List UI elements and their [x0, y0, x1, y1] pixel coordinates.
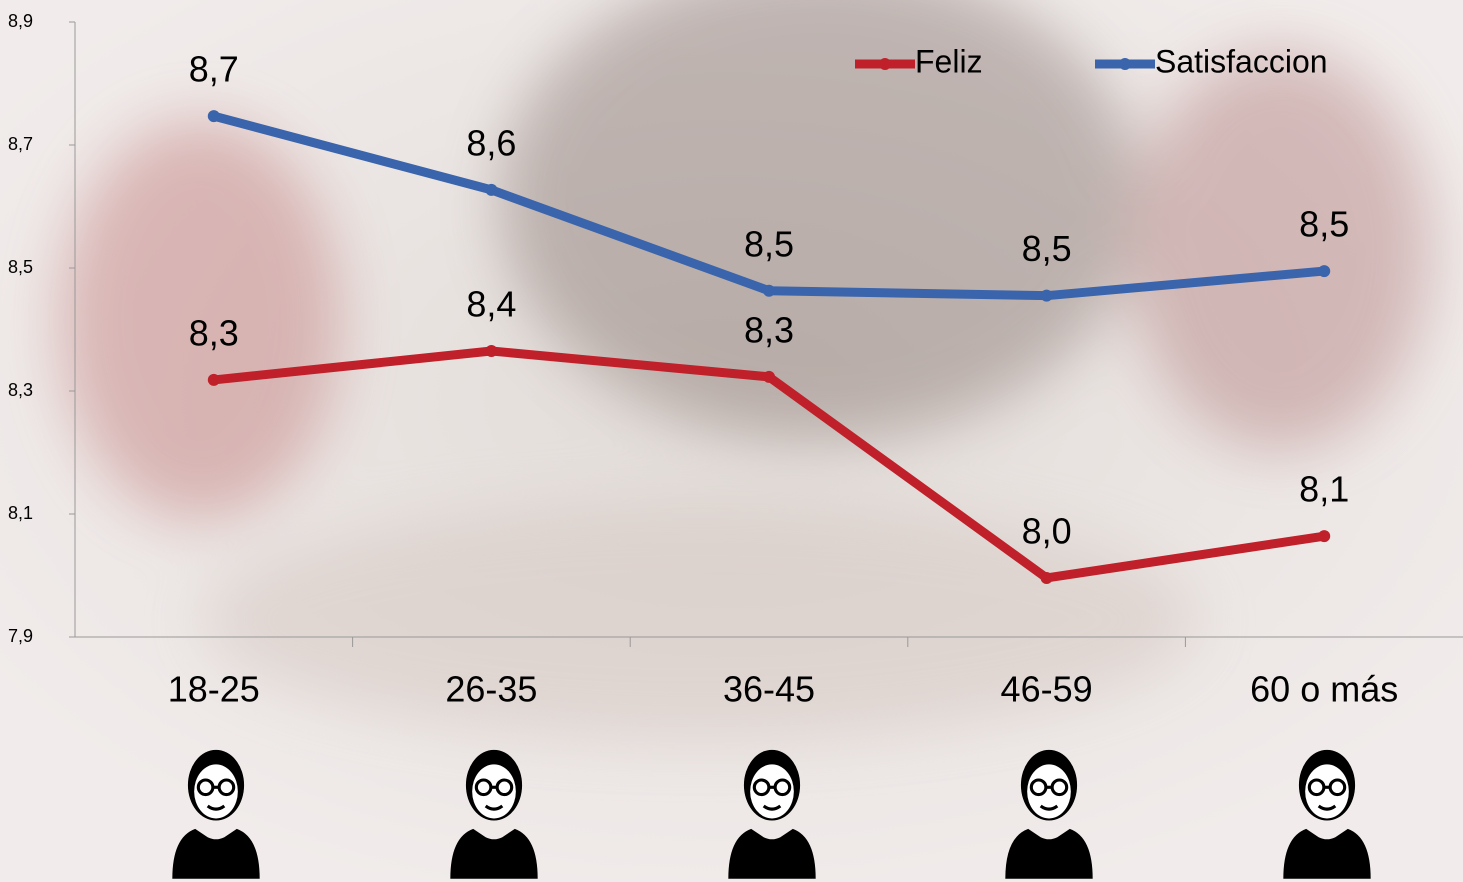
data-label: 8,0 [1022, 510, 1072, 551]
data-label: 8,5 [1299, 204, 1349, 245]
data-label: 8,1 [1299, 469, 1349, 510]
point [763, 371, 775, 383]
data-label: 8,5 [1022, 228, 1072, 269]
page: {"chart_data": {"type": "line", "categor… [0, 0, 1463, 882]
y-tick-label: 8,5 [8, 257, 33, 277]
data-label: 8,3 [744, 309, 794, 350]
point [208, 110, 220, 122]
point [485, 184, 497, 196]
point [208, 374, 220, 386]
legend-label: Feliz [915, 43, 983, 79]
x-tick-label: 36-45 [723, 669, 815, 710]
x-tick-label: 18-25 [168, 669, 260, 710]
data-label: 8,4 [466, 284, 516, 325]
x-tick-label: 46-59 [1001, 669, 1093, 710]
chart: 7,9 8,1 8,3 8,5 8,7 8,9 18-25 26-35 36-45 46-59 60… [0, 0, 1463, 882]
point [763, 285, 775, 297]
point [1041, 290, 1053, 302]
legend-marker [1119, 58, 1131, 70]
y-tick-label: 8,3 [8, 380, 33, 400]
y-tick-label: 8,9 [8, 11, 33, 31]
point [485, 345, 497, 357]
data-label: 8,3 [189, 312, 239, 353]
data-label: 8,7 [189, 49, 239, 90]
point [1041, 572, 1053, 584]
point [1318, 530, 1330, 542]
y-tick-label: 8,1 [8, 503, 33, 523]
legend-marker [879, 58, 891, 70]
data-label: 8,6 [466, 122, 516, 163]
legend-label: Satisfaccion [1155, 43, 1328, 79]
data-label: 8,5 [744, 223, 794, 264]
y-tick-label: 8,7 [8, 134, 33, 154]
x-tick-label: 26-35 [445, 669, 537, 710]
y-tick-label: 7,9 [8, 626, 33, 646]
point [1318, 265, 1330, 277]
x-tick-label: 60 o más [1250, 669, 1398, 710]
